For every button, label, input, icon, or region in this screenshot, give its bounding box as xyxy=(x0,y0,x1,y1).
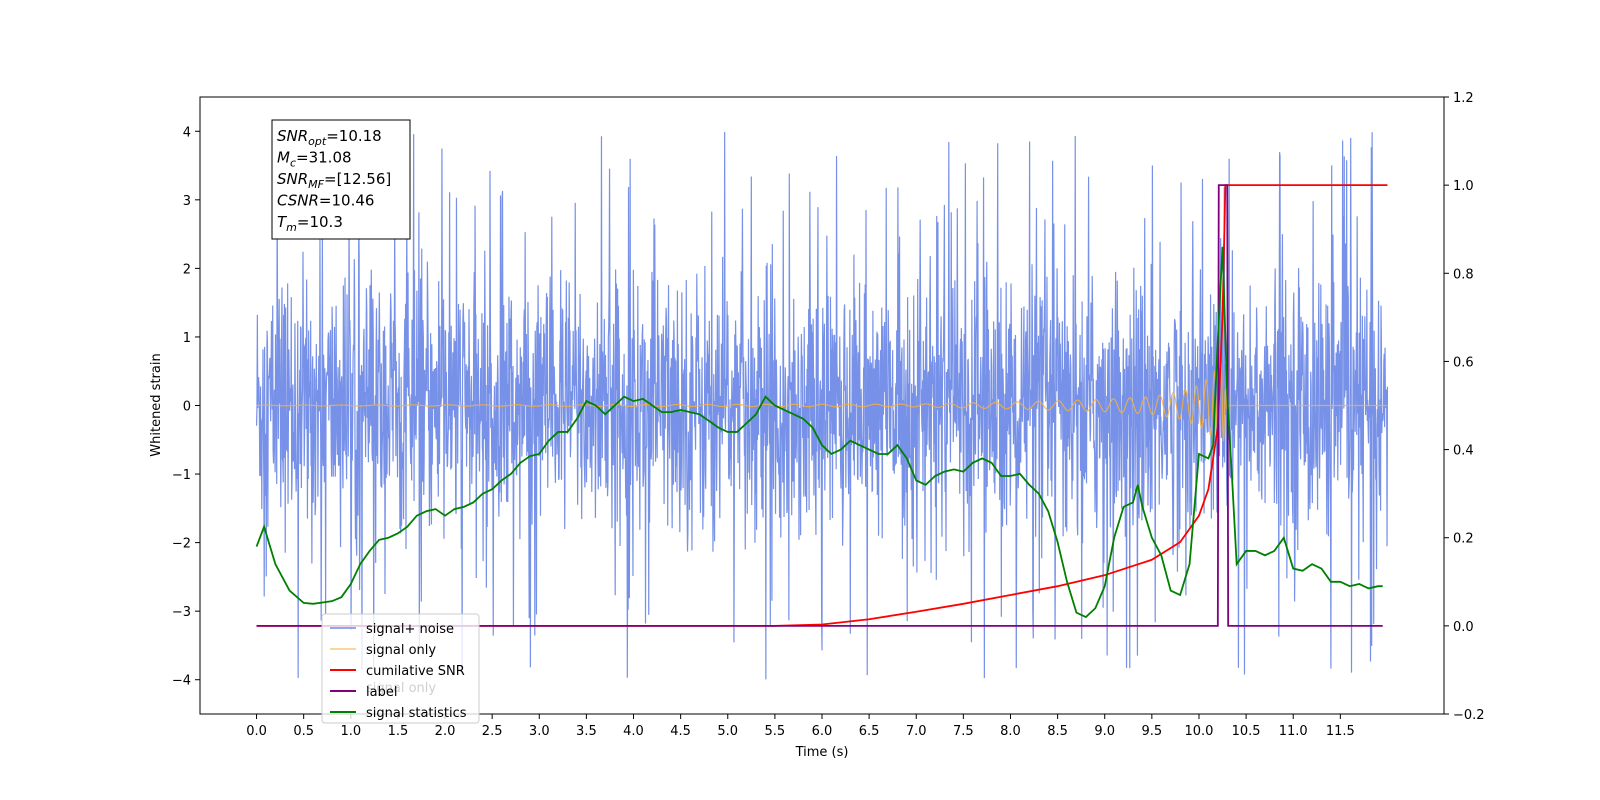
x-tick-label: 9.5 xyxy=(1142,724,1163,739)
x-tick-label: 10.0 xyxy=(1184,724,1213,739)
series-label xyxy=(256,184,1383,627)
annotation-line: SNRMF=[12.56] xyxy=(277,170,391,191)
y-axis-left: −4 −3 −2 −1 0 1 2 3 4 xyxy=(172,125,200,689)
y-left-tick-label: 4 xyxy=(183,125,191,140)
x-tick-label: 3.0 xyxy=(529,724,550,739)
y-right-tick-label: 1.0 xyxy=(1453,179,1474,194)
x-axis-label: Time (s) xyxy=(795,745,849,760)
y-left-tick-label: −3 xyxy=(172,605,191,620)
x-tick-label: 6.0 xyxy=(812,724,833,739)
x-tick-label: 7.5 xyxy=(953,724,974,739)
x-tick-label: 1.5 xyxy=(388,724,409,739)
x-tick-label: 8.0 xyxy=(1000,724,1021,739)
y-right-tick-label: 0.8 xyxy=(1453,267,1474,282)
y-right-tick-label: 0.6 xyxy=(1453,355,1474,370)
x-tick-label: 5.5 xyxy=(765,724,786,739)
annotation-box: SNRopt=10.18Mc=31.08SNRMF=[12.56]CSNR=10… xyxy=(271,119,411,240)
annotation-frame xyxy=(271,119,411,240)
y-right-tick-label: −0.2 xyxy=(1453,708,1485,723)
legend-label: label xyxy=(366,685,397,700)
y-axis-left-label: Whitened strain xyxy=(149,353,164,456)
legend-frame xyxy=(321,613,480,724)
x-tick-label: 10.5 xyxy=(1232,724,1261,739)
annotation-line: Tm=10.3 xyxy=(277,213,343,234)
legend-underlying-text: signal only xyxy=(366,681,436,696)
legend-label: signal+ noise xyxy=(366,622,454,637)
y-right-tick-label: 0.4 xyxy=(1453,444,1474,459)
legend: signal only signal+ noise signal only cumi… xyxy=(321,613,480,724)
x-tick-label: 3.5 xyxy=(576,724,597,739)
x-tick-label: 2.5 xyxy=(482,724,503,739)
x-tick-label: 0.0 xyxy=(246,724,267,739)
x-tick-label: 4.0 xyxy=(623,724,644,739)
x-tick-label: 2.0 xyxy=(435,724,456,739)
legend-label: signal statistics xyxy=(366,706,467,721)
x-tick-label: 6.5 xyxy=(859,724,880,739)
y-left-tick-label: 2 xyxy=(183,262,191,277)
x-tick-label: 0.5 xyxy=(293,724,314,739)
x-tick-label: 5.0 xyxy=(717,724,738,739)
y-left-tick-label: 0 xyxy=(183,400,191,415)
series-signal-plus-noise xyxy=(255,131,1389,680)
y-left-tick-label: 1 xyxy=(183,331,191,346)
y-left-tick-label: −4 xyxy=(172,674,191,689)
x-tick-label: 11.0 xyxy=(1279,724,1308,739)
y-left-tick-label: 3 xyxy=(183,194,191,209)
annotation-line: Mc=31.08 xyxy=(277,149,352,170)
y-left-tick-label: −2 xyxy=(172,537,191,552)
x-tick-label: 11.5 xyxy=(1326,724,1355,739)
legend-label: signal only xyxy=(366,643,436,658)
x-tick-label: 1.0 xyxy=(340,724,361,739)
x-tick-label: 7.0 xyxy=(906,724,927,739)
y-right-tick-label: 0.2 xyxy=(1453,532,1474,547)
x-axis: 0.0 0.5 1.0 1.5 2.0 2.5 3.0 3.5 4.0 4.5 5.0 5.5 6.0 6… xyxy=(246,714,1355,739)
y-left-tick-label: −1 xyxy=(172,468,191,483)
x-tick-label: 9.0 xyxy=(1094,724,1115,739)
series-signal-statistics xyxy=(255,246,1383,619)
y-right-tick-label: 0.0 xyxy=(1453,620,1474,635)
y-right-tick-label: 1.2 xyxy=(1453,91,1474,106)
y-axis-right: −0.2 0.0 0.2 0.4 0.6 0.8 1.0 1.2 xyxy=(1444,91,1485,723)
annotation-line: SNRopt=10.18 xyxy=(277,127,382,148)
x-tick-label: 8.5 xyxy=(1047,724,1068,739)
series-layer xyxy=(255,131,1389,680)
annotation-line: CSNR=10.46 xyxy=(277,192,374,210)
legend-label: cumilative SNR xyxy=(366,664,465,679)
series-signal-only xyxy=(256,361,1388,446)
x-tick-label: 4.5 xyxy=(670,724,691,739)
